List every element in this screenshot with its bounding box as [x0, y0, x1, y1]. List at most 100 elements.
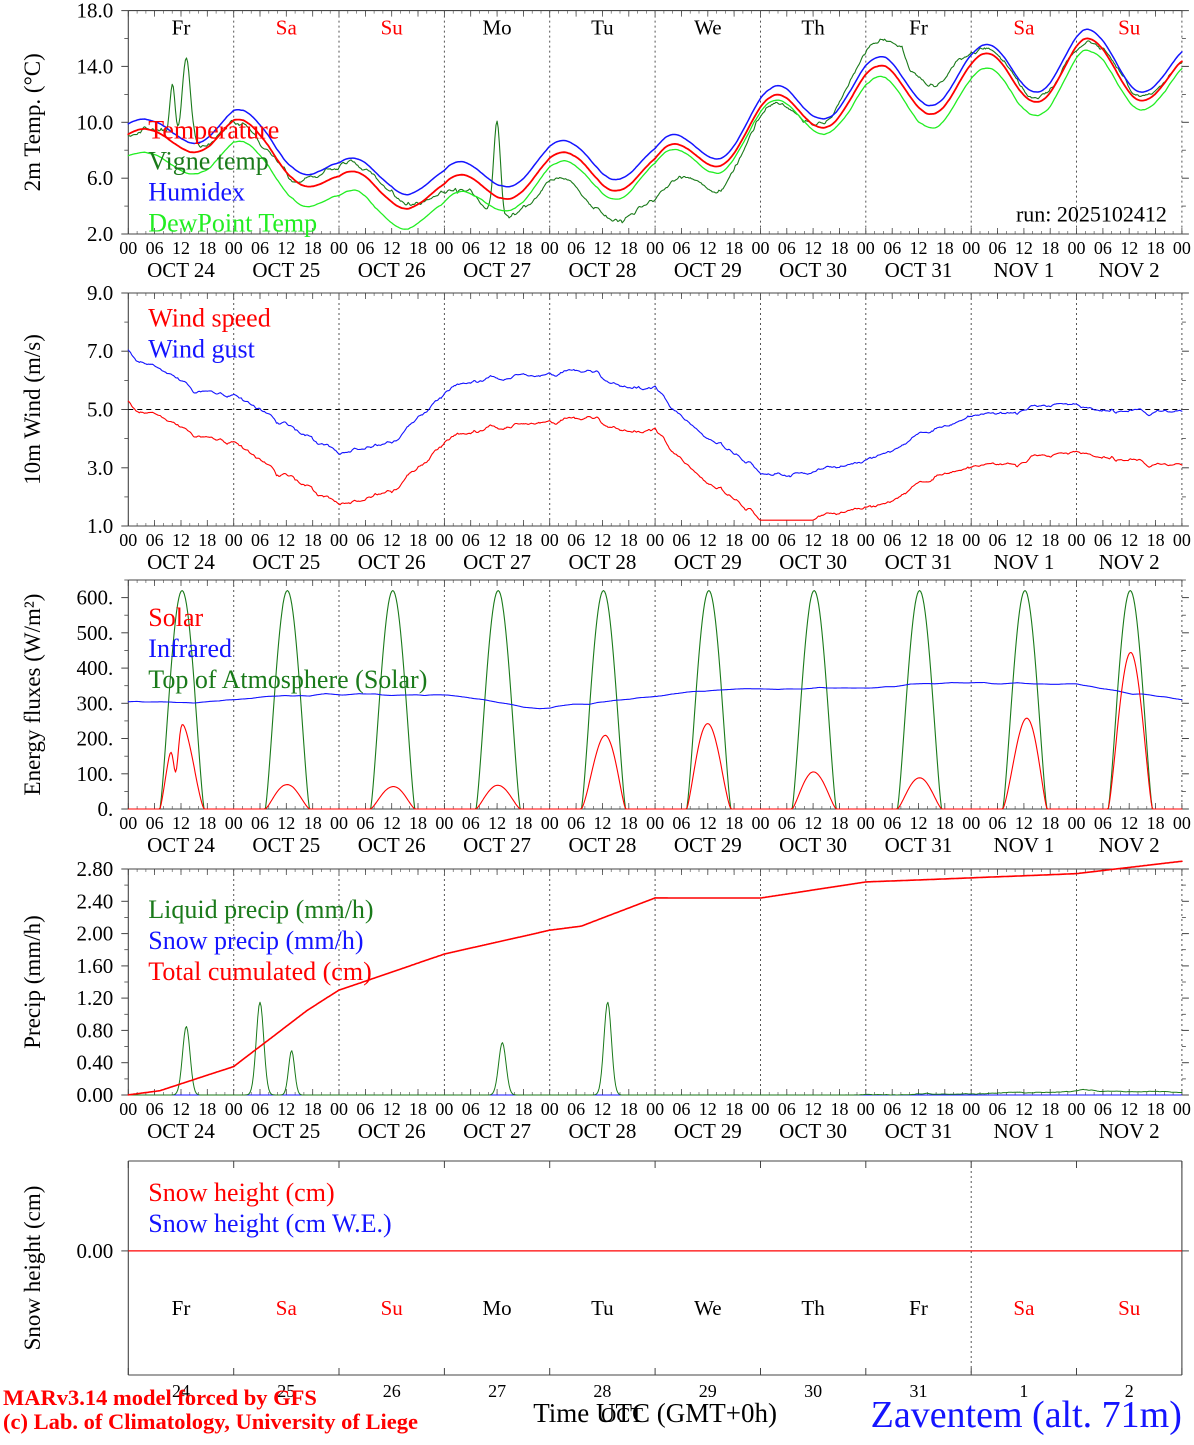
svg-text:Fr: Fr — [172, 1296, 191, 1320]
svg-text:00: 00 — [1068, 813, 1086, 833]
svg-text:00: 00 — [225, 1099, 243, 1119]
svg-text:12: 12 — [1120, 1099, 1138, 1119]
svg-text:06: 06 — [883, 1099, 901, 1119]
svg-text:06: 06 — [567, 1099, 585, 1119]
svg-text:1.0: 1.0 — [87, 514, 113, 538]
svg-text:18: 18 — [514, 530, 532, 550]
svg-text:NOV 1: NOV 1 — [993, 550, 1054, 574]
svg-text:12: 12 — [699, 1099, 717, 1119]
svg-text:18: 18 — [514, 238, 532, 258]
svg-text:00: 00 — [541, 1099, 559, 1119]
svg-text:00: 00 — [541, 238, 559, 258]
svg-text:OCT 30: OCT 30 — [779, 550, 847, 574]
svg-text:Wind speed: Wind speed — [148, 304, 270, 333]
svg-text:OCT 31: OCT 31 — [885, 1119, 953, 1143]
svg-text:18: 18 — [1147, 530, 1165, 550]
svg-text:18: 18 — [198, 530, 216, 550]
svg-text:6.0: 6.0 — [87, 166, 113, 190]
svg-text:18: 18 — [831, 1099, 849, 1119]
svg-text:00: 00 — [119, 1099, 137, 1119]
svg-text:06: 06 — [146, 238, 164, 258]
svg-text:OCT 24: OCT 24 — [147, 1119, 215, 1143]
svg-text:We: We — [694, 16, 721, 40]
svg-text:06: 06 — [883, 530, 901, 550]
svg-text:06: 06 — [146, 1099, 164, 1119]
svg-text:1.60: 1.60 — [77, 954, 114, 978]
svg-text:18: 18 — [1147, 1099, 1165, 1119]
svg-text:06: 06 — [251, 238, 269, 258]
svg-text:12: 12 — [277, 1099, 295, 1119]
svg-text:00: 00 — [752, 530, 770, 550]
svg-text:06: 06 — [356, 1099, 374, 1119]
svg-text:06: 06 — [146, 813, 164, 833]
svg-text:We: We — [694, 1296, 721, 1320]
svg-text:OCT 24: OCT 24 — [147, 258, 215, 282]
svg-text:18: 18 — [304, 530, 322, 550]
svg-text:00: 00 — [225, 238, 243, 258]
svg-text:12: 12 — [910, 238, 928, 258]
svg-text:200.: 200. — [77, 727, 114, 751]
svg-text:00: 00 — [541, 813, 559, 833]
svg-text:12: 12 — [277, 238, 295, 258]
svg-text:Time UTC (GMT+0h): Time UTC (GMT+0h) — [533, 1398, 777, 1428]
svg-text:00: 00 — [1173, 1099, 1191, 1119]
svg-text:OCT 26: OCT 26 — [358, 1119, 426, 1143]
svg-text:12: 12 — [804, 1099, 822, 1119]
svg-text:MARv3.14 model forced by GFS: MARv3.14 model forced by GFS — [3, 1385, 317, 1410]
svg-text:Snow height (cm): Snow height (cm) — [20, 1186, 45, 1351]
svg-text:06: 06 — [356, 813, 374, 833]
svg-text:00: 00 — [646, 813, 664, 833]
svg-text:18: 18 — [1147, 238, 1165, 258]
svg-text:12: 12 — [910, 813, 928, 833]
svg-text:18: 18 — [725, 1099, 743, 1119]
svg-text:OCT 30: OCT 30 — [779, 258, 847, 282]
svg-text:06: 06 — [1094, 1099, 1112, 1119]
svg-text:12: 12 — [383, 530, 401, 550]
svg-text:10.0: 10.0 — [77, 110, 114, 134]
svg-text:06: 06 — [778, 530, 796, 550]
svg-text:Sa: Sa — [276, 16, 298, 40]
svg-text:OCT 29: OCT 29 — [674, 1119, 742, 1143]
svg-text:06: 06 — [989, 1099, 1007, 1119]
svg-text:12: 12 — [1015, 813, 1033, 833]
svg-text:00: 00 — [435, 238, 453, 258]
svg-text:00: 00 — [330, 530, 348, 550]
svg-text:06: 06 — [356, 530, 374, 550]
svg-text:Sa: Sa — [276, 1296, 298, 1320]
svg-text:DewPoint Temp: DewPoint Temp — [148, 208, 317, 237]
svg-text:18: 18 — [198, 1099, 216, 1119]
svg-text:Mo: Mo — [483, 1296, 512, 1320]
svg-text:00: 00 — [330, 238, 348, 258]
svg-text:Th: Th — [801, 16, 825, 40]
svg-text:12: 12 — [593, 813, 611, 833]
svg-text:12: 12 — [488, 238, 506, 258]
svg-text:00: 00 — [225, 813, 243, 833]
svg-text:26: 26 — [383, 1381, 401, 1401]
svg-text:00: 00 — [962, 1099, 980, 1119]
svg-text:12: 12 — [383, 1099, 401, 1119]
svg-text:00: 00 — [857, 813, 875, 833]
svg-text:100.: 100. — [77, 762, 114, 786]
svg-text:06: 06 — [356, 238, 374, 258]
svg-text:2.00: 2.00 — [77, 922, 114, 946]
svg-text:06: 06 — [251, 1099, 269, 1119]
svg-text:OCT 25: OCT 25 — [252, 1119, 320, 1143]
svg-text:06: 06 — [462, 813, 480, 833]
svg-text:Snow height (cm): Snow height (cm) — [148, 1178, 334, 1207]
svg-text:00: 00 — [962, 530, 980, 550]
svg-text:3.0: 3.0 — [87, 456, 113, 480]
svg-text:12: 12 — [699, 813, 717, 833]
svg-text:OCT: OCT — [601, 1403, 643, 1427]
svg-text:Infrared: Infrared — [148, 634, 232, 663]
svg-text:06: 06 — [672, 1099, 690, 1119]
svg-text:OCT 30: OCT 30 — [779, 1119, 847, 1143]
svg-text:18: 18 — [1041, 813, 1059, 833]
svg-text:Tu: Tu — [591, 1296, 614, 1320]
svg-text:Su: Su — [381, 1296, 404, 1320]
svg-text:18: 18 — [936, 1099, 954, 1119]
svg-text:06: 06 — [1094, 238, 1112, 258]
svg-text:06: 06 — [567, 530, 585, 550]
svg-text:300.: 300. — [77, 691, 114, 715]
svg-text:Th: Th — [801, 1296, 825, 1320]
svg-text:00: 00 — [646, 530, 664, 550]
